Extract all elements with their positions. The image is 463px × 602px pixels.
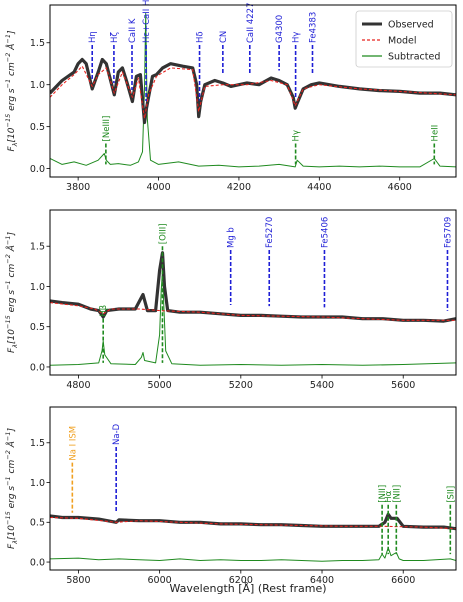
y-tick-label: 0.0 <box>30 557 45 568</box>
annotation-label: CN <box>219 31 229 43</box>
annotation-label: [OIII] <box>158 223 168 244</box>
annotation-label: Hα <box>384 490 394 502</box>
annotation-label: Fe5270 <box>265 217 275 248</box>
annotation-label: Hδ <box>196 31 206 43</box>
y-axis-label: Fλ[10−15 erg s−1 cm−2 Å−1] <box>4 30 19 152</box>
y-axis-label: Fλ[10−15 erg s−1 cm−2 Å−1] <box>4 232 19 354</box>
series-observed-line <box>50 251 456 323</box>
annotation-label: Hγ <box>292 32 302 43</box>
y-tick-label: 1.0 <box>30 80 45 91</box>
annotation-label: HeII <box>430 125 440 142</box>
panels-group: Hη Hζ CaII K Hε+CaII H Hδ CN CaII 4227 G4300 Hγ F… <box>30 0 457 586</box>
y-tick-label: 1.5 <box>30 242 45 253</box>
series-subtracted-line <box>50 547 456 562</box>
panel-3: Na I ISM Na-D [NII]Hα[NII] [SII] 5800 6000 620… <box>30 406 457 586</box>
y-tick-label: 1.5 <box>30 438 45 449</box>
plot-frame <box>49 406 457 571</box>
annotation-label: Mg b <box>227 227 237 248</box>
legend: Observed Model Subtracted <box>355 10 453 68</box>
annotation-label: [SII] <box>446 486 456 503</box>
x-tick-label: 6200 <box>229 575 253 586</box>
annotation-label: CaII K <box>128 18 138 43</box>
x-tick-label: 4000 <box>146 182 170 193</box>
annotation-label: Fe4383 <box>308 12 318 43</box>
x-tick-label: 4200 <box>227 182 251 193</box>
x-axis-label: Wavelength [Å] (Rest frame) <box>169 582 326 595</box>
x-tick-label: 6600 <box>391 575 415 586</box>
series-model-line <box>50 65 456 119</box>
x-tick-label: 5600 <box>391 380 415 391</box>
series-observed-line <box>50 57 456 125</box>
x-tick-label: 6400 <box>310 575 334 586</box>
panel-1: Hη Hζ CaII K Hε+CaII H Hδ CN CaII 4227 G4300 Hγ F… <box>30 0 457 193</box>
y-tick-label: 1.5 <box>30 38 45 49</box>
legend-label: Observed <box>388 20 434 31</box>
annotation-label: Na I ISM <box>68 426 78 461</box>
y-tick-label: 0.0 <box>30 164 45 175</box>
y-tick-label: 0.5 <box>30 122 45 133</box>
y-axis-labels: Fλ[10−15 erg s−1 cm−2 Å−1] Fλ[10−15 erg s… <box>4 30 19 549</box>
y-axis-label: Fλ[10−15 erg s−1 cm−2 Å−1] <box>4 428 19 550</box>
annotation-label: [NII] <box>392 485 402 503</box>
annotation-label: Hβ <box>99 305 109 317</box>
annotation-label: Fe5709 <box>443 217 453 248</box>
annotation-label: Hζ <box>110 32 120 43</box>
annotation-label: Hη <box>88 31 98 43</box>
x-tick-label: 5800 <box>66 575 90 586</box>
plot-frame <box>49 4 457 178</box>
legend-label: Subtracted <box>388 52 440 63</box>
y-tick-label: 0.5 <box>30 322 45 333</box>
plot-frame <box>49 209 457 376</box>
y-tick-label: 0.0 <box>30 362 45 373</box>
x-tick-label: 4800 <box>66 380 90 391</box>
annotation-label: [NII] <box>378 485 388 503</box>
y-tick-label: 0.5 <box>30 518 45 529</box>
x-tick-label: 5000 <box>148 380 172 391</box>
series-model-line <box>50 302 456 321</box>
annotation-label: Fe5406 <box>320 217 330 248</box>
x-tick-label: 6000 <box>148 575 172 586</box>
annotation-label: Na-D <box>112 423 122 445</box>
annotation-label: [NeIII] <box>102 116 112 142</box>
y-tick-label: 1.0 <box>30 282 45 293</box>
annotation-label: CaII 4227 <box>246 3 256 44</box>
x-tick-label: 5400 <box>310 380 334 391</box>
x-tick-label: 3800 <box>66 182 90 193</box>
legend-label: Model <box>388 36 417 47</box>
x-tick-label: 4600 <box>388 182 412 193</box>
panel-2: Hβ [OIII] Mg b Fe5270 Fe5406 Fe5709 4800 5000 52… <box>30 209 457 391</box>
x-tick-label: 5200 <box>229 380 253 391</box>
x-tick-label: 4400 <box>307 182 331 193</box>
series-model-line <box>50 516 456 530</box>
y-tick-label: 1.0 <box>30 478 45 489</box>
annotation-label: Hε+CaII H <box>142 0 152 43</box>
annotation-label: Hγ <box>292 130 302 141</box>
annotation-label: G4300 <box>275 15 285 43</box>
series-subtracted-line <box>50 269 456 366</box>
